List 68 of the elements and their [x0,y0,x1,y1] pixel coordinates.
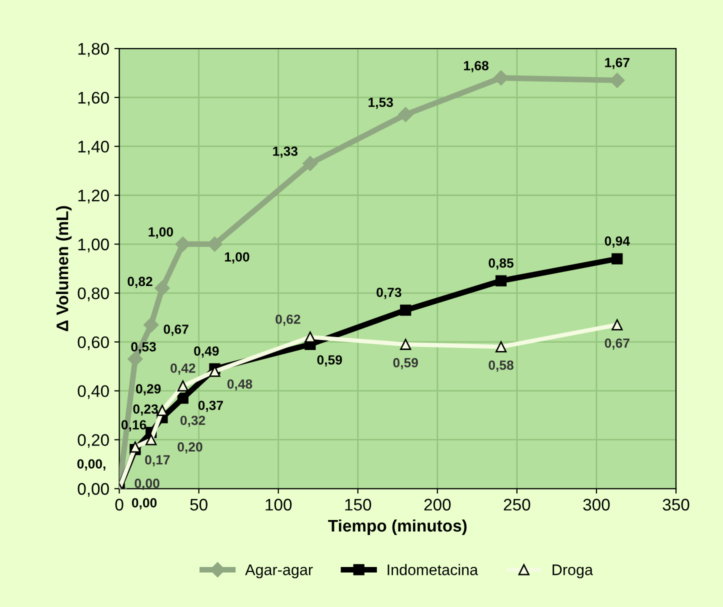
data-label: 0,53 [131,342,156,354]
y-tick-label: 1,60 [78,92,109,106]
data-label: 0,82 [128,276,152,288]
data-label: 1,67 [605,58,630,70]
data-label: 0,59 [393,358,418,370]
data-label: 0,48 [227,379,252,391]
data-label: 0,67 [164,324,188,336]
point [304,332,316,343]
data-label: 0,42 [170,363,196,375]
x-tick-label: 250 [504,498,530,511]
data-label: 0,00 [134,478,160,490]
y-tick-label: 0,80 [78,287,109,302]
point [130,442,141,453]
point [495,275,507,286]
data-label: 0,29 [136,384,161,396]
data-label: 1,00 [148,227,173,238]
point [154,280,170,296]
point [177,392,188,404]
x-tick-label: 50 [190,498,208,511]
data-label: 0,67 [604,338,630,350]
point [400,338,412,350]
point [177,380,188,392]
data-label: 1,53 [368,98,393,109]
data-label: 0,62 [276,314,300,326]
x-axis-title: Tiempo (minutos) [328,519,467,535]
y-tick-label: 0,20 [78,434,109,448]
y-axis-title: Δ Volumen (mL) [56,206,72,332]
data-label: 0,58 [488,360,514,372]
point [398,107,414,122]
legend-label: Agar-agar [245,564,313,578]
data-label: 1,33 [273,146,298,158]
y-tick-label: 1,00 [78,238,109,252]
x-tick-label: 300 [583,498,610,511]
y-tick-label: 1,80 [78,42,109,57]
data-label: 1,00 [224,252,250,264]
x-tick-label: 0 [115,498,124,511]
y-tick-label: 0,40 [78,385,109,400]
legend-label: Droga [552,564,594,578]
data-label: 0,94 [604,236,630,248]
data-label: 0,32 [180,416,206,427]
x-tick-label: 350 [662,498,690,511]
x-tick-label: 200 [424,498,451,511]
point [302,156,318,172]
data-label: 0,23 [133,404,158,416]
y-tick-label: 0,00 [78,483,109,497]
point [144,317,159,332]
data-label: 0,37 [198,400,223,412]
data-label: 0,00, [77,459,106,470]
data-label: 0,85 [488,258,514,270]
data-label: 0,20 [178,442,202,454]
data-label: 1,68 [464,60,488,72]
point [495,341,507,352]
point [612,319,623,330]
data-label: 0,59 [317,355,342,367]
data-label: 0,17 [145,455,170,466]
x-tick-label: 150 [345,498,372,511]
y-tick-label: 1,20 [78,190,109,204]
point [146,434,157,446]
x-tick-label: 100 [266,498,292,511]
y-tick-label: 1,40 [78,140,109,155]
data-label: 0,49 [194,346,219,358]
legend-label: Indometacina [388,564,478,576]
point [612,253,623,264]
data-label: 0,73 [376,288,402,299]
data-label: 0,00 [132,498,157,510]
data-label: 0,16 [121,420,146,432]
point [400,304,412,316]
y-tick-label: 0,60 [78,336,109,350]
